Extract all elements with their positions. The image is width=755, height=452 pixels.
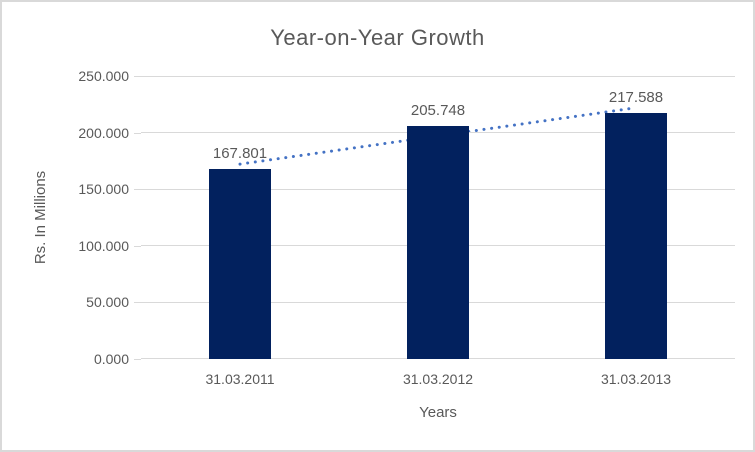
y-axis-tick (134, 302, 141, 304)
bar (407, 126, 469, 359)
bar (605, 112, 667, 359)
chart-title: Year-on-Year Growth (270, 25, 485, 50)
y-axis-tick (134, 132, 141, 134)
x-axis-title: Years (419, 404, 457, 421)
plot-area: 167.801 205.748 217.588 (141, 75, 735, 359)
y-tick-label: 50.000 (86, 294, 129, 311)
y-axis-title: Rs. In Millions (28, 76, 54, 359)
y-tick-label: 150.000 (78, 181, 129, 198)
y-axis-tick (134, 359, 141, 360)
y-tick-label: 250.000 (78, 68, 129, 84)
y-axis-tick (134, 245, 141, 247)
y-tick-label: 0.000 (93, 351, 129, 367)
bar (209, 169, 271, 359)
bar-data-label: 167.801 (212, 145, 268, 163)
x-tick-label: 31.03.2013 (600, 371, 672, 387)
bar-data-label: 205.748 (410, 102, 466, 120)
y-axis-tick (134, 76, 141, 77)
gridline (141, 75, 735, 77)
y-axis-tick (134, 189, 141, 191)
x-tick-label: 31.03.2012 (402, 371, 474, 387)
x-tick-label: 31.03.2011 (205, 371, 275, 387)
bar-data-label: 217.588 (608, 88, 664, 106)
y-tick-label: 200.000 (78, 124, 129, 141)
y-tick-label: 100.000 (78, 237, 129, 254)
